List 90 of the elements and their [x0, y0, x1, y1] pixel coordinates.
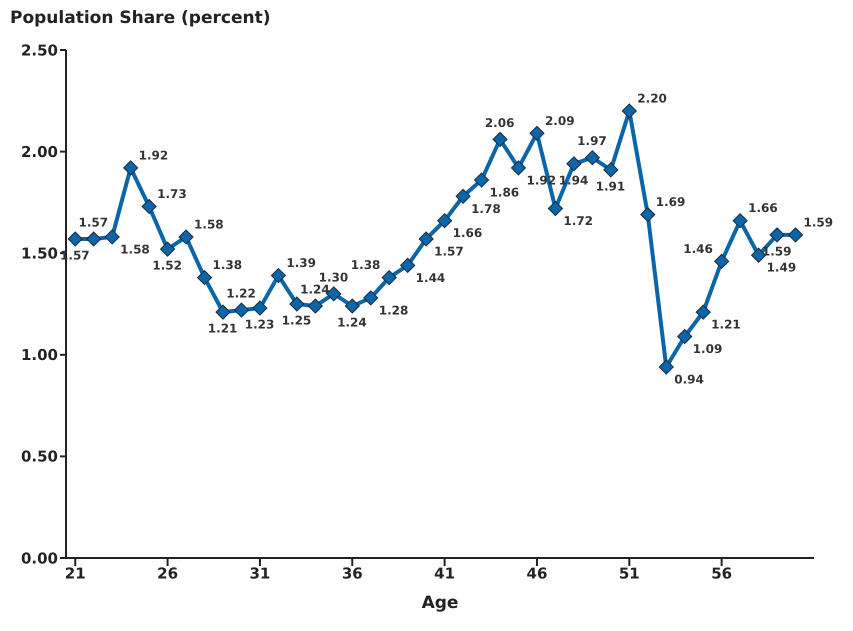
point [234, 302, 249, 318]
chart-title: Population Share (percent) [10, 8, 272, 30]
data-label: 1.66 [452, 226, 482, 240]
point [308, 298, 323, 314]
data-label: 1.24 [337, 316, 367, 330]
data-label: 1.59 [804, 215, 834, 230]
data-label: 1.38 [350, 258, 380, 272]
point [418, 231, 434, 246]
point [104, 229, 120, 244]
data-label: 1.57 [78, 215, 108, 230]
data-label: 2.20 [637, 91, 667, 106]
point [160, 242, 176, 257]
point [788, 227, 804, 242]
point [548, 200, 563, 216]
data-label: 2.06 [484, 116, 514, 130]
data-label: 2.09 [544, 114, 575, 128]
x-tick-label: 46 [526, 564, 548, 583]
x-tick-label: 31 [249, 564, 270, 583]
data-label: 1.86 [490, 186, 520, 200]
point [289, 296, 304, 312]
point [437, 213, 452, 228]
data-label: 1.25 [282, 314, 312, 328]
x-tick-label: 56 [711, 564, 732, 583]
y-tick-label: 0.00 [20, 549, 58, 568]
data-label: 1.44 [416, 270, 446, 285]
data-label: 1.73 [157, 186, 187, 201]
data-label: 1.46 [683, 242, 713, 256]
point [270, 268, 286, 284]
x-tick-label: 21 [64, 564, 86, 583]
point [68, 231, 83, 246]
point [640, 207, 656, 222]
data-label: 1.21 [208, 322, 238, 336]
data-label: 1.39 [286, 256, 316, 270]
point [584, 150, 600, 166]
data-label: 1.30 [318, 270, 348, 284]
point [492, 132, 508, 147]
data-label: 1.49 [766, 260, 796, 275]
point [400, 258, 416, 273]
data-label: 1.09 [692, 342, 722, 356]
point [622, 103, 637, 118]
data-label: 1.23 [244, 318, 274, 332]
point [252, 300, 268, 316]
y-tick-label: 0.50 [20, 448, 58, 466]
point [510, 160, 526, 176]
data-label: 1.92 [138, 148, 168, 162]
data-label: 1.97 [577, 134, 607, 148]
y-tick-label: 1.50 [20, 244, 58, 263]
point [714, 254, 730, 269]
point [178, 229, 194, 244]
y-tick-label: 1.00 [20, 346, 58, 364]
x-axis-title: Age [422, 593, 458, 613]
data-label: 0.94 [674, 372, 704, 386]
point [123, 160, 138, 176]
point [732, 213, 748, 228]
point [363, 290, 378, 306]
data-label: 1.69 [656, 195, 686, 210]
point [603, 162, 618, 178]
point [474, 172, 490, 188]
point [456, 188, 471, 204]
point [382, 270, 397, 286]
x-tick-label: 36 [342, 564, 363, 583]
data-label: 1.52 [152, 258, 182, 273]
data-label: 1.58 [194, 217, 224, 232]
data-label: 1.38 [212, 258, 242, 272]
point [529, 126, 544, 141]
data-label: 1.72 [563, 214, 594, 228]
data-label: 1.24 [300, 282, 330, 297]
data-label: 1.78 [471, 202, 501, 216]
point [197, 270, 212, 286]
point [142, 198, 157, 214]
data-label: 1.57 [434, 244, 464, 258]
point [566, 156, 582, 172]
data-label: 1.28 [378, 303, 408, 318]
point [344, 298, 360, 314]
data-label: 1.21 [711, 318, 741, 332]
y-tick-label: 2.50 [20, 41, 58, 60]
point [215, 304, 230, 320]
data-label: 1.58 [120, 242, 150, 256]
point [677, 329, 692, 344]
data-label: 1.22 [226, 286, 256, 301]
point [696, 304, 711, 320]
y-tick-label: 2.00 [20, 142, 58, 161]
point [658, 359, 674, 374]
point [86, 231, 102, 246]
x-tick-label: 41 [434, 564, 456, 583]
point [770, 227, 785, 242]
x-tick-label: 26 [157, 564, 178, 583]
x-tick-label: 51 [618, 564, 640, 583]
data-label: 1.66 [748, 201, 778, 216]
data-label: 1.91 [596, 179, 626, 194]
